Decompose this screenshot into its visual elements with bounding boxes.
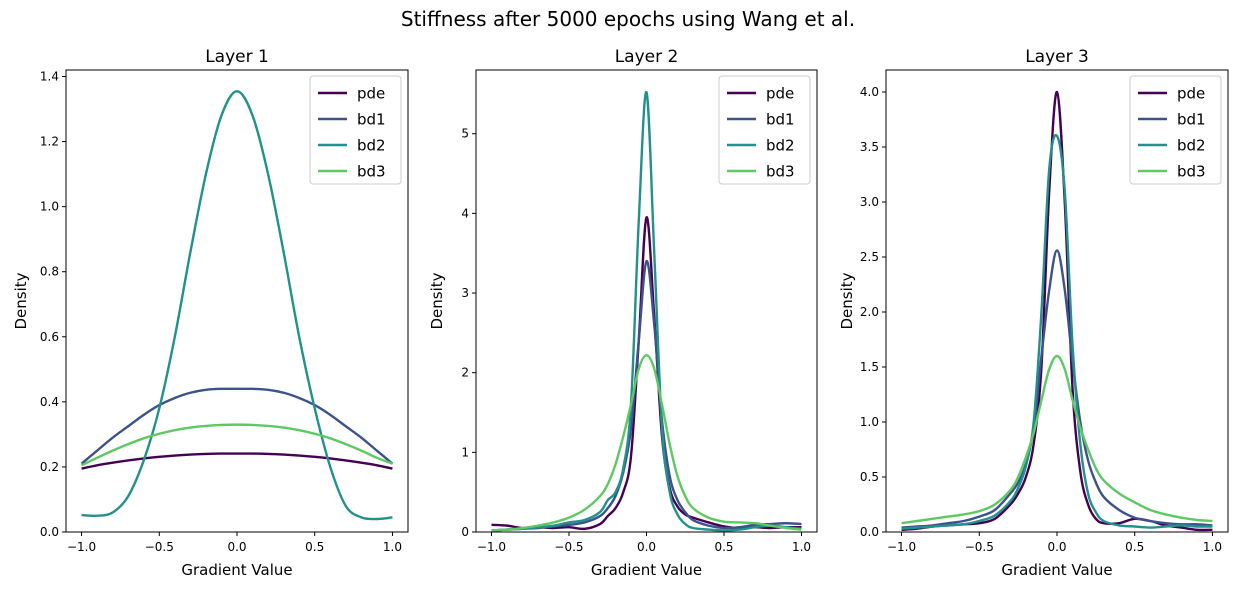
y-tick-label: 2.5 <box>860 250 879 264</box>
y-tick-label: 1.2 <box>40 135 59 149</box>
y-tick-label: 1.5 <box>860 360 879 374</box>
series-group <box>80 89 394 521</box>
legend-label-bd3: bd3 <box>1177 163 1206 181</box>
panel-layer-2: Layer 2 Gradient Value Density −1.0 −0.5 0.0 0… <box>428 47 818 579</box>
y-tick-label: 0 <box>461 525 469 539</box>
legend-label-bd2: bd2 <box>1177 137 1206 155</box>
x-axis-label: Gradient Value <box>181 561 292 579</box>
x-tick-label: −0.5 <box>554 540 583 554</box>
legend-label-bd1: bd1 <box>357 111 386 129</box>
y-tick-label: 4.0 <box>860 85 879 99</box>
y-tick-label: 5 <box>461 127 469 141</box>
y-tick-label: 0.6 <box>40 330 59 344</box>
figure-title: Stiffness after 5000 epochs using Wang e… <box>401 7 855 31</box>
panel-title: Layer 1 <box>205 47 269 67</box>
legend-box <box>1129 75 1222 185</box>
x-axis-label: Gradient Value <box>1001 561 1112 579</box>
y-tick-label: 0.5 <box>860 470 879 484</box>
y-tick-label: 3.0 <box>860 195 879 209</box>
series-line-bd3 <box>901 354 1213 525</box>
series-line-bd2 <box>81 89 393 521</box>
x-tick-label: −0.5 <box>145 540 174 554</box>
series-line-pde <box>81 452 393 470</box>
series-group <box>901 90 1213 532</box>
series-line-bd2 <box>491 91 802 532</box>
x-tick-label: 0.5 <box>305 540 324 554</box>
x-tick-label: 0.5 <box>714 540 733 554</box>
y-tick-label: 0.8 <box>40 265 59 279</box>
series-line-bd3 <box>491 353 802 532</box>
y-axis-label: Density <box>12 272 30 329</box>
legend-label-bd1: bd1 <box>766 111 795 129</box>
legend-box <box>718 75 811 185</box>
y-tick-label: 0.0 <box>40 525 59 539</box>
plot-frame <box>65 69 409 533</box>
x-axis-label: Gradient Value <box>591 561 702 579</box>
y-tick-label: 0.0 <box>860 525 879 539</box>
y-tick-label: 0.4 <box>40 395 59 409</box>
y-tick-label: 3.5 <box>860 140 879 154</box>
x-tick-label: 0.0 <box>637 540 656 554</box>
plot-frame <box>475 69 818 533</box>
y-tick-label: 3 <box>461 286 469 300</box>
panel-title: Layer 3 <box>1025 47 1089 67</box>
legend-label-bd3: bd3 <box>766 163 795 181</box>
y-axis-label: Density <box>838 272 856 329</box>
legend-label-bd2: bd2 <box>766 137 795 155</box>
x-tick-label: 1.0 <box>383 540 402 554</box>
legend: pde bd1 bd2 bd3 <box>718 75 811 185</box>
y-tick-label: 1 <box>461 445 469 459</box>
y-tick-label: 0.2 <box>40 460 59 474</box>
legend-label-bd3: bd3 <box>357 163 386 181</box>
series-line-bd2 <box>901 133 1213 530</box>
legend-label-pde: pde <box>1177 85 1205 103</box>
x-tick-label: 0.5 <box>1125 540 1144 554</box>
panel-layer-1: Layer 1 Gradient Value Density −1.0 −0.5 0.0 0… <box>12 47 409 579</box>
series-group <box>491 91 802 532</box>
y-tick-label: 1.4 <box>40 70 59 84</box>
legend-label-bd1: bd1 <box>1177 111 1206 129</box>
legend-label-pde: pde <box>766 85 794 103</box>
legend-label-pde: pde <box>357 85 385 103</box>
x-tick-label: −1.0 <box>67 540 96 554</box>
x-tick-label: −1.0 <box>477 540 506 554</box>
legend-label-bd2: bd2 <box>357 137 386 155</box>
series-line-bd1 <box>80 387 394 465</box>
x-tick-label: 1.0 <box>792 540 811 554</box>
legend: pde bd1 bd2 bd3 <box>1129 75 1222 185</box>
plot-frame <box>885 69 1229 533</box>
series-line-bd1 <box>491 259 802 532</box>
y-tick-label: 1.0 <box>860 415 879 429</box>
y-tick-label: 1.0 <box>40 200 59 214</box>
series-line-bd3 <box>81 423 393 467</box>
x-tick-label: 0.0 <box>1047 540 1066 554</box>
y-tick-label: 2 <box>461 366 469 380</box>
legend: pde bd1 bd2 bd3 <box>309 75 402 185</box>
x-tick-label: −0.5 <box>965 540 994 554</box>
y-tick-label: 2.0 <box>860 305 879 319</box>
panel-title: Layer 2 <box>615 47 679 67</box>
panel-layer-3: Layer 3 Gradient Value Density −1.0 −0.5 0.0 0… <box>838 47 1229 579</box>
y-tick-label: 4 <box>461 206 469 220</box>
y-axis-label: Density <box>428 272 446 329</box>
x-tick-label: 0.0 <box>227 540 246 554</box>
panels: Layer 1 Gradient Value Density −1.0 −0.5 0.0 0… <box>12 47 1229 579</box>
legend-box <box>309 75 402 185</box>
x-tick-label: −1.0 <box>887 540 916 554</box>
series-line-bd1 <box>901 249 1213 529</box>
x-tick-label: 1.0 <box>1203 540 1222 554</box>
